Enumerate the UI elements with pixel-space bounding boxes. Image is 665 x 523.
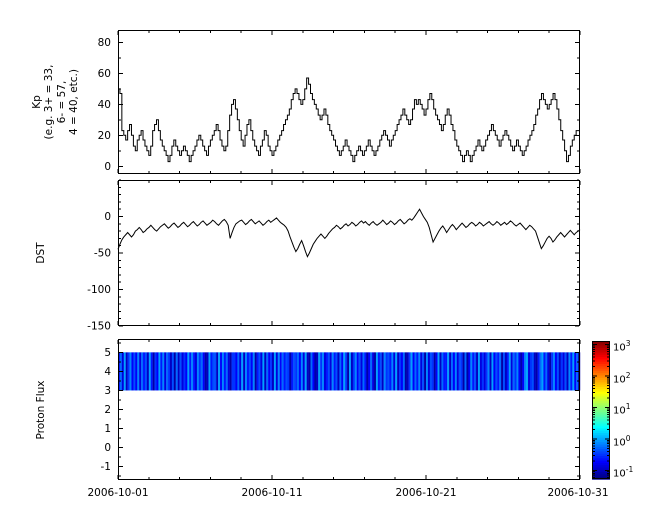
- svg-text:4: 4: [104, 366, 111, 378]
- svg-text:5: 5: [104, 347, 111, 359]
- x-tick-label-1: 2006-10-01: [87, 487, 149, 499]
- svg-text:20: 20: [98, 130, 111, 142]
- x-tick-label-4: 2006-10-31: [547, 487, 609, 499]
- colorbar-tick-label-1e0: 100: [613, 434, 631, 449]
- svg-text:0: 0: [104, 442, 111, 454]
- svg-text:1: 1: [104, 423, 111, 435]
- svg-text:2: 2: [104, 404, 111, 416]
- svg-text:-100: -100: [87, 284, 111, 296]
- svg-text:-50: -50: [94, 248, 111, 260]
- svg-text:40: 40: [98, 99, 111, 111]
- svg-text:3: 3: [104, 385, 111, 397]
- colorbar-tick-label-1e-1: 10-1: [613, 465, 634, 480]
- svg-text:0: 0: [104, 211, 111, 223]
- colorbar-tick-label-1e3: 103: [613, 339, 631, 354]
- svg-text:-1: -1: [101, 461, 111, 473]
- svg-text:0: 0: [104, 161, 111, 173]
- proton-flux-axis-label: Proton Flux: [35, 380, 47, 440]
- x-tick-label-3: 2006-10-21: [395, 487, 457, 499]
- colorbar-tick-label-1e1: 101: [613, 402, 631, 417]
- dst-axis-label: DST: [35, 242, 47, 264]
- colorbar-tick-label-1e2: 102: [613, 371, 631, 386]
- svg-text:80: 80: [98, 37, 111, 49]
- kp-axis-label: Kp (e.g. 3+ = 33, 6- = 57, 4 = 40, etc.): [31, 64, 81, 140]
- svg-text:60: 60: [98, 68, 111, 80]
- svg-text:-150: -150: [87, 321, 111, 333]
- x-tick-label-2: 2006-10-11: [241, 487, 303, 499]
